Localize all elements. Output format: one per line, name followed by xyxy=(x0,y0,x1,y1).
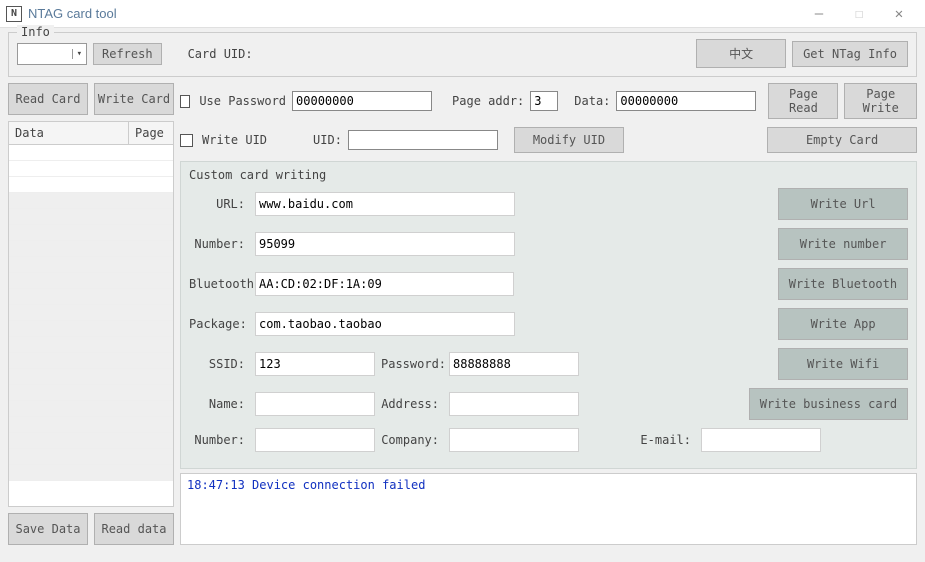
table-row xyxy=(9,465,173,481)
get-ntag-info-button[interactable]: Get NTag Info xyxy=(792,41,908,67)
table-row xyxy=(9,401,173,417)
refresh-button[interactable]: Refresh xyxy=(93,43,162,65)
bluetooth-label: Bluetooth: xyxy=(189,277,249,291)
window-title: NTAG card tool xyxy=(28,6,799,21)
modify-uid-button[interactable]: Modify UID xyxy=(514,127,624,153)
page-read-button[interactable]: Page Read xyxy=(768,83,838,119)
package-input[interactable] xyxy=(255,312,515,336)
bluetooth-input[interactable] xyxy=(255,272,514,296)
ssid-input[interactable] xyxy=(255,352,375,376)
wifi-password-input[interactable] xyxy=(449,352,579,376)
company-input[interactable] xyxy=(449,428,579,452)
write-number-button[interactable]: Write number xyxy=(778,228,908,260)
app-icon: N xyxy=(6,6,22,22)
port-select[interactable]: ▾ xyxy=(17,43,87,65)
write-app-button[interactable]: Write App xyxy=(778,308,908,340)
write-bluetooth-button[interactable]: Write Bluetooth xyxy=(778,268,908,300)
table-row xyxy=(9,337,173,353)
name-label: Name: xyxy=(189,397,249,411)
table-row xyxy=(9,161,173,177)
table-row xyxy=(9,305,173,321)
write-uid-label: Write UID xyxy=(202,133,267,147)
custom-card-writing-group: Custom card writing URL: Write Url Numbe… xyxy=(180,161,917,469)
table-row xyxy=(9,353,173,369)
email-label: E-mail: xyxy=(625,433,695,447)
number2-input[interactable] xyxy=(255,428,375,452)
table-row xyxy=(9,289,173,305)
read-card-button[interactable]: Read Card xyxy=(8,83,88,115)
password-input[interactable] xyxy=(292,91,432,111)
maximize-button[interactable]: ☐ xyxy=(839,0,879,28)
minimize-button[interactable]: — xyxy=(799,0,839,28)
address-input[interactable] xyxy=(449,392,579,416)
table-row xyxy=(9,321,173,337)
write-wifi-button[interactable]: Write Wifi xyxy=(778,348,908,380)
page-write-button[interactable]: Page Write xyxy=(844,83,917,119)
use-password-label: Use Password xyxy=(199,94,286,108)
address-label: Address: xyxy=(381,397,443,411)
write-uid-checkbox[interactable] xyxy=(180,134,193,147)
col-page: Page xyxy=(129,122,173,144)
data-grid[interactable]: Data Page xyxy=(8,121,174,507)
table-row xyxy=(9,369,173,385)
page-addr-label: Page addr: xyxy=(452,94,524,108)
log-output: 18:47:13 Device connection failed xyxy=(180,473,917,545)
pwd-label: Password: xyxy=(381,357,443,371)
write-url-button[interactable]: Write Url xyxy=(778,188,908,220)
table-row xyxy=(9,257,173,273)
info-group: Info ▾ Refresh Card UID: 中文 Get NTag Inf… xyxy=(8,32,917,77)
grid-header: Data Page xyxy=(9,122,173,145)
url-input[interactable] xyxy=(255,192,515,216)
uid-input[interactable] xyxy=(348,130,498,150)
data-label: Data: xyxy=(574,94,610,108)
custom-legend: Custom card writing xyxy=(189,168,908,182)
table-row xyxy=(9,145,173,161)
col-data: Data xyxy=(9,122,129,144)
use-password-checkbox[interactable] xyxy=(180,95,190,108)
uid-label: UID: xyxy=(313,133,342,147)
table-row xyxy=(9,241,173,257)
table-row xyxy=(9,449,173,465)
save-data-button[interactable]: Save Data xyxy=(8,513,88,545)
table-row xyxy=(9,433,173,449)
titlebar: N NTAG card tool — ☐ ✕ xyxy=(0,0,925,28)
name-input[interactable] xyxy=(255,392,375,416)
language-button[interactable]: 中文 xyxy=(696,39,786,68)
info-legend: Info xyxy=(17,25,54,39)
table-row xyxy=(9,209,173,225)
table-row xyxy=(9,385,173,401)
url-label: URL: xyxy=(189,197,249,211)
write-card-button[interactable]: Write Card xyxy=(94,83,174,115)
table-row xyxy=(9,225,173,241)
close-button[interactable]: ✕ xyxy=(879,0,919,28)
email-input[interactable] xyxy=(701,428,821,452)
company-label: Company: xyxy=(381,433,443,447)
number-label: Number: xyxy=(189,237,249,251)
table-row xyxy=(9,273,173,289)
card-uid-label: Card UID: xyxy=(188,47,253,61)
number2-label: Number: xyxy=(189,433,249,447)
ssid-label: SSID: xyxy=(189,357,249,371)
page-addr-input[interactable] xyxy=(530,91,558,111)
empty-card-button[interactable]: Empty Card xyxy=(767,127,917,153)
write-business-card-button[interactable]: Write business card xyxy=(749,388,908,420)
log-line: 18:47:13 Device connection failed xyxy=(187,478,910,492)
chevron-down-icon: ▾ xyxy=(72,49,82,59)
number-input[interactable] xyxy=(255,232,515,256)
table-row xyxy=(9,417,173,433)
read-data-button[interactable]: Read data xyxy=(94,513,174,545)
data-input[interactable] xyxy=(616,91,756,111)
grid-body xyxy=(9,145,173,481)
package-label: Package: xyxy=(189,317,249,331)
table-row xyxy=(9,177,173,193)
table-row xyxy=(9,193,173,209)
